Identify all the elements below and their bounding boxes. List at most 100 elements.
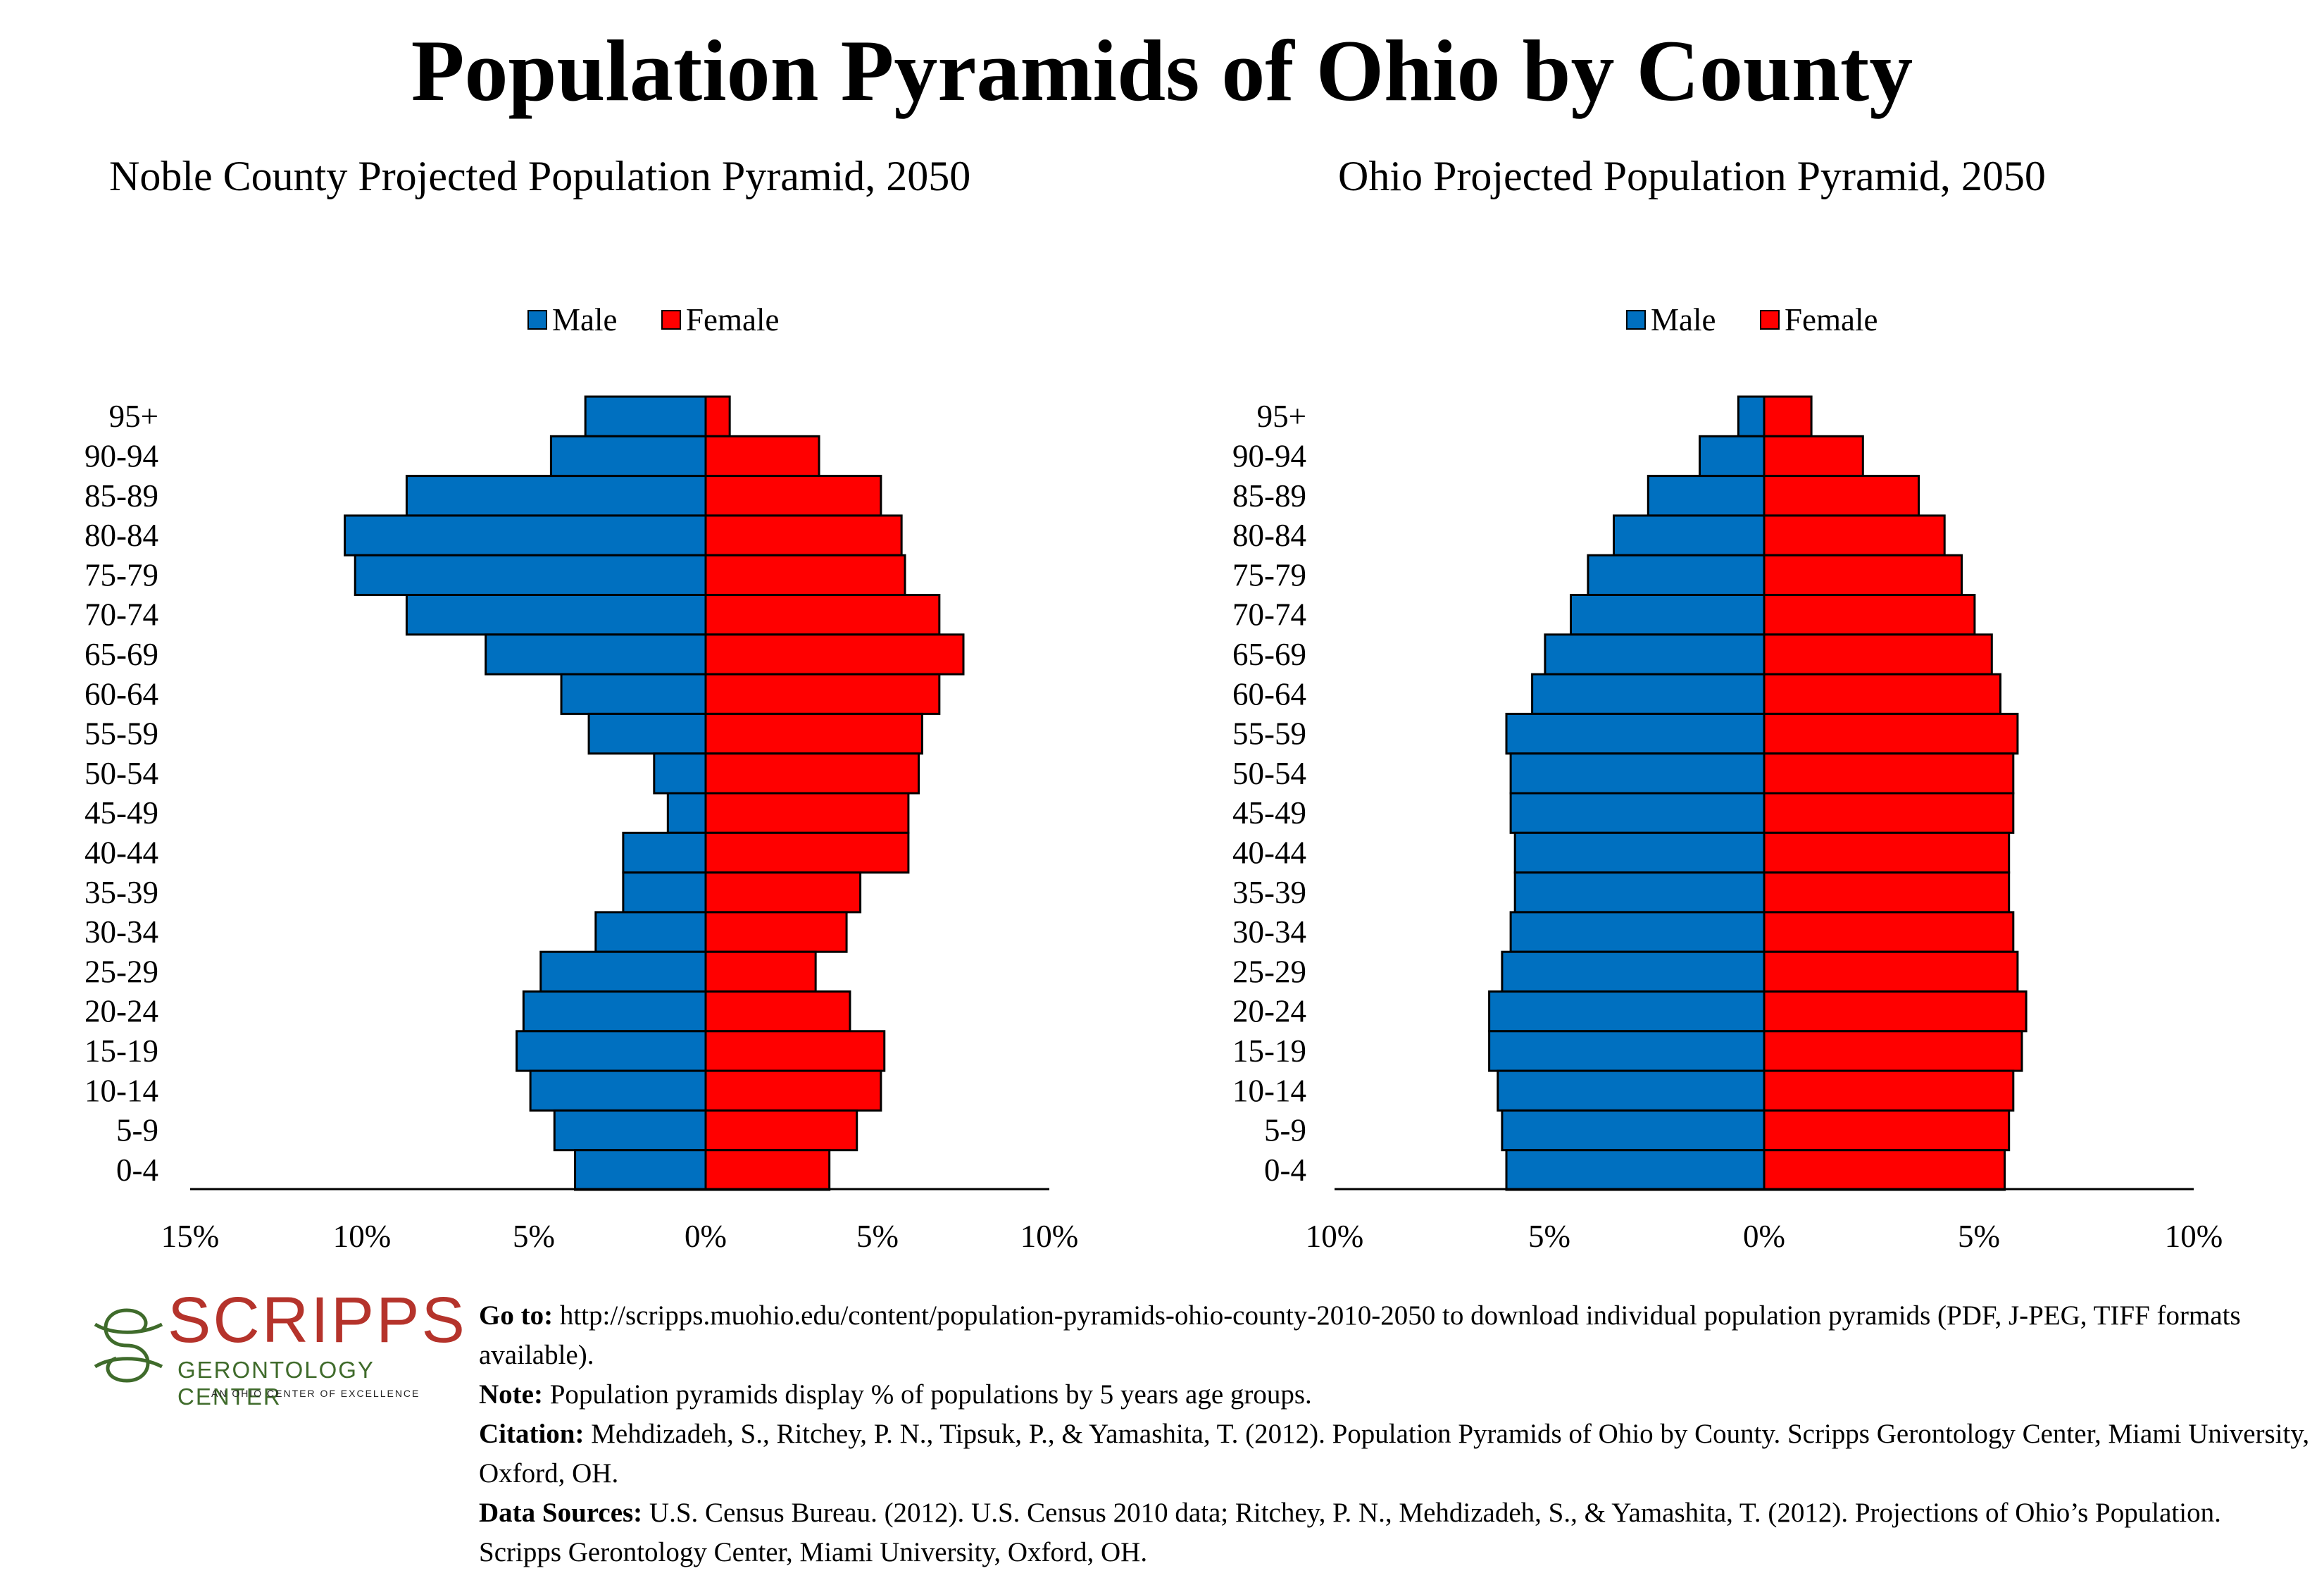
- category-label: 40-44: [1232, 835, 1306, 870]
- tick-label: 5%: [856, 1219, 899, 1254]
- bar-male: [1699, 435, 1766, 478]
- bar-male: [1570, 594, 1766, 636]
- tick-label: 5%: [1528, 1219, 1570, 1254]
- footer-citation: Citation: Mehdizadeh, S., Ritchey, P. N.…: [479, 1415, 2310, 1493]
- bar-male: [1505, 712, 1766, 755]
- tick-label: 5%: [1958, 1219, 2000, 1254]
- category-label: 65-69: [85, 637, 158, 672]
- bar-female: [704, 1149, 831, 1191]
- bar-male: [1505, 1149, 1766, 1191]
- category-label: 70-74: [85, 597, 158, 633]
- bar-male: [1488, 990, 1766, 1033]
- bar-male: [1513, 871, 1766, 914]
- bar-male: [594, 911, 707, 953]
- bar-female: [704, 990, 851, 1033]
- logo-wordmark: SCRIPPS: [168, 1284, 467, 1356]
- legend-label-female: Female: [1785, 302, 1878, 337]
- scripps-swirl-icon: [94, 1308, 163, 1383]
- category-label: 85-89: [1232, 478, 1306, 514]
- bar-female: [704, 633, 965, 676]
- bar-male: [666, 792, 707, 834]
- bar-male: [574, 1149, 707, 1191]
- bar-female: [1763, 514, 1946, 557]
- bar-male: [522, 990, 707, 1033]
- tick-label: 10%: [333, 1219, 392, 1254]
- bar-male: [1501, 950, 1766, 993]
- scripps-logo: SCRIPPS GERONTOLOGY CENTER AN OHIO CENTE…: [85, 1282, 465, 1410]
- category-label: 60-64: [1232, 676, 1306, 711]
- legend-swatch-male: [527, 310, 547, 330]
- bar-female: [704, 911, 848, 953]
- bar-female: [1763, 990, 2028, 1033]
- chart-title: Noble County Projected Population Pyrami…: [109, 153, 970, 199]
- category-label: 80-84: [1232, 518, 1306, 553]
- category-label: 5-9: [1264, 1113, 1306, 1148]
- category-label: 15-19: [1232, 1033, 1306, 1069]
- category-label: 95+: [109, 399, 158, 434]
- category-label: 30-34: [85, 914, 158, 950]
- bar-female: [1763, 554, 1963, 597]
- bar-male: [1488, 1030, 1766, 1072]
- bar-male: [1531, 673, 1766, 715]
- tick-label: 5%: [513, 1219, 555, 1254]
- category-label: 35-39: [85, 875, 158, 910]
- bar-female: [1763, 831, 2011, 874]
- bar-male: [405, 594, 707, 636]
- footer-goto: Go to: http://scripps.muohio.edu/content…: [479, 1296, 2310, 1375]
- legend-swatch-female: [661, 310, 681, 330]
- tick-label: 0%: [1743, 1219, 1785, 1254]
- category-label: 90-94: [85, 438, 158, 473]
- category-label: 20-24: [85, 994, 158, 1029]
- bar-female: [1763, 871, 2011, 914]
- bar-male: [622, 871, 707, 914]
- category-label: 55-59: [85, 716, 158, 752]
- category-label: 75-79: [85, 557, 158, 592]
- citation-text: Mehdizadeh, S., Ritchey, P. N., Tipsuk, …: [479, 1419, 2310, 1488]
- bar-female: [1763, 911, 2015, 953]
- category-label: 65-69: [1232, 637, 1306, 672]
- logo-subtitle: GERONTOLOGY CENTER: [177, 1357, 375, 1410]
- bar-female: [704, 395, 731, 437]
- bar-female: [1763, 475, 1920, 517]
- logo-tagline: AN OHIO CENTER OF EXCELLENCE: [211, 1388, 420, 1399]
- legend-label-female: Female: [686, 302, 779, 337]
- bar-male: [485, 633, 707, 676]
- note-label: Note:: [479, 1379, 543, 1410]
- category-label: 35-39: [1232, 875, 1306, 910]
- goto-text: http://scripps.muohio.edu/content/popula…: [479, 1300, 2241, 1370]
- bar-male: [549, 435, 707, 478]
- bar-female: [1763, 950, 2019, 993]
- bar-male: [539, 950, 707, 993]
- category-label: 5-9: [116, 1113, 158, 1148]
- note-text: Population pyramids display % of populat…: [549, 1379, 1312, 1410]
- bar-female: [704, 752, 920, 795]
- bar-male: [1509, 911, 1766, 953]
- bar-male: [553, 1109, 707, 1152]
- bar-female: [1763, 712, 2019, 755]
- category-label: 45-49: [85, 795, 158, 831]
- tick-label: 10%: [1306, 1219, 1364, 1254]
- sources-label: Data Sources:: [479, 1498, 643, 1528]
- category-label: 95+: [1257, 399, 1306, 434]
- category-label: 25-29: [85, 954, 158, 989]
- bar-female: [1763, 395, 1813, 437]
- footer-note: Note: Population pyramids display % of p…: [479, 1375, 2310, 1415]
- bar-female: [704, 792, 910, 834]
- category-label: 25-29: [1232, 954, 1306, 989]
- bar-female: [704, 871, 862, 914]
- bar-female: [704, 554, 906, 597]
- bar-male: [516, 1030, 707, 1072]
- bar-female: [704, 1069, 882, 1112]
- tick-label: 10%: [2165, 1219, 2223, 1254]
- category-label: 45-49: [1232, 795, 1306, 831]
- bar-female: [704, 673, 941, 715]
- bar-male: [587, 712, 707, 755]
- legend-swatch-male: [1626, 310, 1646, 330]
- main-title: Population Pyramids of Ohio by County: [411, 23, 1913, 119]
- bar-female: [704, 594, 941, 636]
- bar-female: [704, 950, 817, 993]
- category-label: 0-4: [116, 1152, 158, 1188]
- category-label: 80-84: [85, 518, 158, 553]
- bar-female: [1763, 673, 2001, 715]
- category-label: 75-79: [1232, 557, 1306, 592]
